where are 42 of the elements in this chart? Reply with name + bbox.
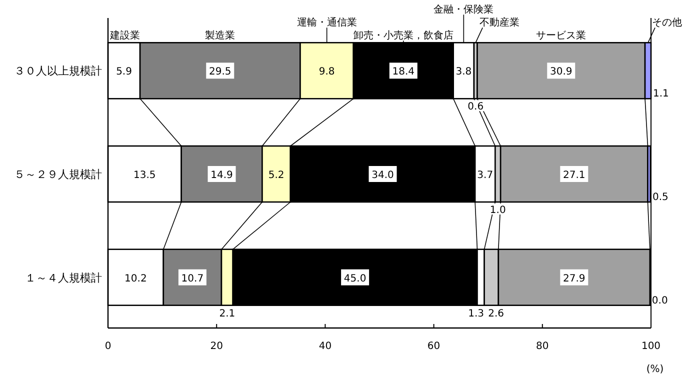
data-label: 9.8: [318, 66, 335, 78]
y-tick-label: １～４人規模計: [25, 271, 102, 284]
data-label: 0.5: [652, 192, 668, 203]
data-label: 1.0: [490, 205, 506, 216]
series-label: その他: [652, 16, 682, 29]
data-label: 10.2: [124, 273, 147, 284]
data-label: 18.4: [392, 66, 415, 78]
data-label: 5.9: [116, 66, 132, 78]
data-label: 1.1: [653, 88, 669, 100]
y-tick-label: ３０人以上規模計: [14, 64, 102, 78]
x-tick-label: 20: [210, 341, 223, 352]
data-label: 1.3: [468, 308, 484, 320]
series-label: 建設業: [109, 30, 140, 42]
series-label: 製造業: [205, 30, 236, 42]
y-tick-label: ５～２９人規模計: [14, 168, 102, 181]
series-label: 不動産業: [480, 16, 520, 29]
data-label: 34.0: [372, 170, 394, 181]
text: 金融・保険業: [434, 4, 494, 16]
x-tick-label: 80: [536, 341, 549, 352]
x-tick-label: 40: [318, 341, 332, 352]
x-tick-label: 0: [104, 341, 112, 352]
data-label: 2.1: [219, 308, 236, 320]
data-label: 45.0: [344, 273, 366, 284]
x-axis-title: (%): [646, 364, 664, 375]
data-label: 27.1: [563, 170, 586, 181]
data-label: 0.0: [652, 295, 668, 306]
data-label: 29.5: [208, 66, 232, 78]
data-label: 3.8: [456, 66, 472, 78]
data-label: 5.2: [268, 170, 284, 181]
data-label: 0.6: [468, 102, 484, 113]
data-label: 3.7: [477, 170, 494, 181]
data-label: 2.6: [488, 308, 504, 320]
x-tick-label: 60: [427, 341, 440, 352]
data-label: 30.9: [550, 66, 572, 78]
x-tick-label: 100: [641, 341, 661, 352]
data-label: 14.9: [210, 170, 233, 181]
series-label: 運輸・通信業: [296, 16, 357, 29]
data-label: 27.9: [563, 273, 586, 284]
legend-label: 卸売・小売業，飲食店: [353, 30, 454, 42]
series-label: サービス業: [536, 30, 586, 42]
data-label: 10.7: [181, 273, 204, 284]
data-label: 13.5: [134, 170, 156, 181]
